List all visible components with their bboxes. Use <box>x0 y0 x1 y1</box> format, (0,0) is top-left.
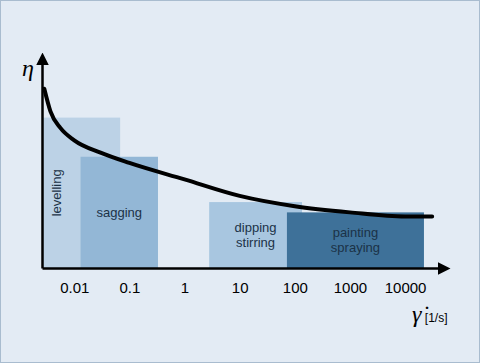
x-tick: 10 <box>232 268 249 296</box>
x-axis-title: γ̇ [1/s] <box>412 301 447 327</box>
x-tick: 100 <box>283 268 308 296</box>
y-axis-title: η <box>22 55 34 81</box>
x-tick: 10000 <box>385 268 427 296</box>
x-tick-label: 100 <box>283 279 308 296</box>
plot-area <box>42 89 432 268</box>
x-tick-label: 10 <box>232 279 249 296</box>
region-label: sagging <box>96 205 142 220</box>
x-tick-label: 1 <box>181 279 189 296</box>
region-label: levelling <box>49 169 64 216</box>
y-axis <box>42 63 43 269</box>
x-axis: 0.01 0.1 1 10 100 1000 10000 <box>43 268 441 296</box>
x-tick: 1000 <box>334 268 367 296</box>
region-label: stirring <box>236 235 275 250</box>
x-tick: 0.01 <box>60 268 89 296</box>
region-label: spraying <box>331 240 380 255</box>
background <box>1 1 480 363</box>
region-label: painting <box>333 225 379 240</box>
y-axis-line <box>41 63 44 269</box>
x-tick-label: 0.1 <box>119 279 140 296</box>
region-label: dipping <box>235 220 277 235</box>
region <box>287 212 424 268</box>
region-labels: levelling sagging dippingstirring paintings… <box>49 169 380 255</box>
x-tick-label: 10000 <box>385 279 427 296</box>
region <box>81 157 158 268</box>
x-tick: 1 <box>181 268 189 296</box>
chart: levelling sagging dippingstirring paintings… <box>0 0 480 363</box>
x-tick-label: 0.01 <box>60 279 89 296</box>
x-axis-line <box>43 267 441 270</box>
x-tick-label: 1000 <box>334 279 367 296</box>
curve <box>44 89 432 217</box>
x-tick: 0.1 <box>119 268 140 296</box>
